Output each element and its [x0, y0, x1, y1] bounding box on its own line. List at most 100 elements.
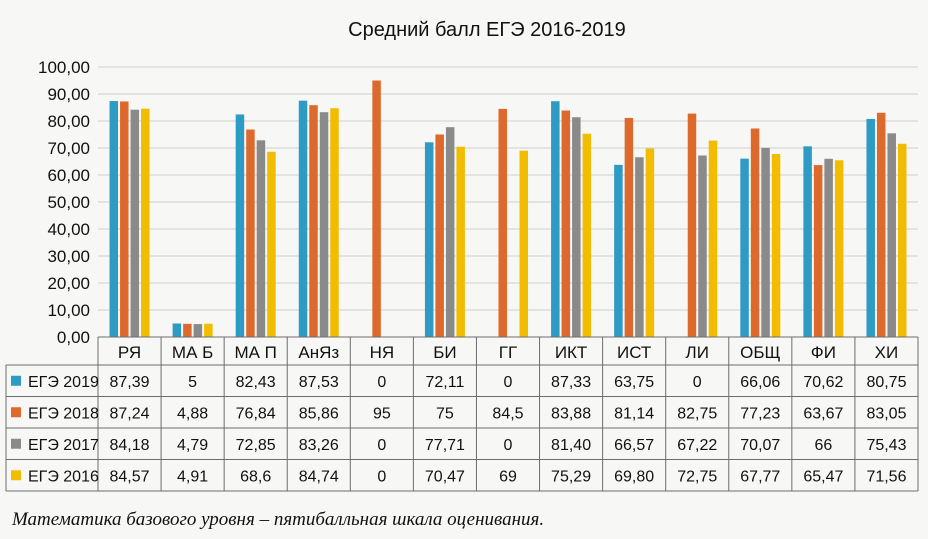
- data-label: 0: [693, 374, 702, 391]
- bar: [624, 117, 634, 337]
- bar: [582, 133, 592, 337]
- bar: [834, 160, 844, 337]
- bar: [614, 164, 623, 337]
- bar: [319, 112, 329, 337]
- bar: [372, 80, 381, 337]
- data-label: 0: [377, 374, 386, 391]
- bar: [256, 140, 266, 337]
- bar: [561, 110, 571, 337]
- data-label: 5: [188, 374, 197, 391]
- category-label: МА П: [234, 343, 276, 362]
- category-label: МА Б: [172, 343, 213, 362]
- bar: [172, 323, 182, 337]
- bar: [330, 108, 339, 338]
- data-label: 66,57: [614, 437, 654, 454]
- bar: [519, 150, 528, 337]
- bar: [687, 113, 697, 337]
- bar: [267, 151, 276, 337]
- y-tick-label: 50,00: [47, 193, 90, 212]
- data-label: 69,80: [614, 468, 654, 485]
- data-label: 81,40: [551, 437, 591, 454]
- bar: [771, 154, 781, 337]
- data-label: 0: [377, 468, 386, 485]
- data-label: 71,56: [866, 468, 906, 485]
- category-label: ИКТ: [555, 343, 588, 362]
- data-label: 63,75: [614, 374, 654, 391]
- bar: [761, 147, 770, 337]
- data-label: 81,14: [614, 405, 654, 422]
- legend-swatch: [11, 375, 21, 386]
- legend-swatch: [11, 407, 21, 418]
- bar: [456, 146, 465, 337]
- data-label: 77,71: [425, 437, 465, 454]
- y-tick-label: 70,00: [47, 139, 90, 158]
- bars: [109, 80, 907, 338]
- bar: [445, 127, 455, 337]
- data-label: 76,84: [236, 405, 276, 422]
- bar: [109, 101, 119, 337]
- y-tick-label: 60,00: [47, 166, 90, 185]
- data-label: 72,75: [677, 468, 717, 485]
- category-label: ФИ: [811, 343, 836, 362]
- data-table: РЯ МА Б МА П АнЯз НЯ БИ ГГ ИКТ ИСТ ЛИ ОБЩ ФИ ХИ ЕГЭ 2…: [5, 336, 919, 492]
- y-axis-ticks: 0,00 10,00 20,00 30,00 40,00 50,00 60,00 70,00 8…: [38, 58, 90, 347]
- bar: [130, 109, 140, 338]
- legend-entry: ЕГЭ 2018: [28, 405, 99, 422]
- bar: [246, 129, 255, 337]
- caption: Математика базового уровня – пятибалльна…: [12, 509, 545, 530]
- bar: [866, 118, 875, 337]
- bar: [740, 158, 749, 337]
- data-label: 84,74: [299, 468, 339, 485]
- data-label: 67,77: [740, 468, 780, 485]
- data-label: 63,67: [803, 405, 843, 422]
- legend-entry: ЕГЭ 2016: [28, 468, 99, 485]
- data-label: 0: [504, 437, 513, 454]
- bar: [645, 148, 655, 337]
- data-label: 87,39: [110, 374, 150, 391]
- bar: [204, 323, 213, 337]
- data-label: 66,06: [740, 374, 780, 391]
- y-tick-label: 40,00: [47, 220, 90, 239]
- category-label: ХИ: [875, 343, 899, 362]
- bar: [183, 323, 192, 337]
- bar: [193, 324, 203, 337]
- bar: [635, 157, 644, 337]
- data-label: 65,47: [803, 468, 843, 485]
- category-label: ОБЩ: [740, 343, 780, 362]
- category-label: ЛИ: [686, 343, 709, 362]
- category-label: ГГ: [499, 343, 517, 362]
- bar: [803, 146, 812, 337]
- data-label: 4,88: [177, 405, 208, 422]
- data-label: 4,79: [177, 437, 208, 454]
- data-label: 66: [814, 437, 832, 454]
- data-label: 84,18: [110, 437, 150, 454]
- data-label: 83,26: [299, 437, 339, 454]
- bar: [824, 158, 833, 337]
- data-label: 95: [373, 405, 391, 422]
- bar: [551, 101, 560, 337]
- data-label: 80,75: [866, 374, 906, 391]
- data-label: 83,88: [551, 405, 591, 422]
- chart: Средний балл ЕГЭ 2016-2019 0,00 10,00 20,0…: [5, 19, 919, 492]
- bar: [572, 117, 581, 337]
- bar: [298, 100, 308, 337]
- bar: [876, 112, 886, 337]
- category-label: ИСТ: [617, 343, 651, 362]
- bar: [708, 140, 718, 337]
- y-tick-label: 0,00: [57, 328, 90, 347]
- y-tick-label: 20,00: [47, 274, 90, 293]
- data-label: 84,5: [492, 405, 523, 422]
- data-label: 67,22: [677, 437, 717, 454]
- data-label: 82,75: [677, 405, 717, 422]
- bar: [120, 101, 129, 338]
- y-tick-label: 80,00: [47, 112, 90, 131]
- category-label: АнЯз: [298, 343, 339, 362]
- chart-title: Средний балл ЕГЭ 2016-2019: [348, 19, 626, 41]
- bar: [750, 128, 760, 337]
- data-label: 4,91: [177, 468, 208, 485]
- data-label: 0: [504, 374, 513, 391]
- data-label: 0: [377, 437, 386, 454]
- data-label: 87,24: [110, 405, 150, 422]
- y-tick-label: 90,00: [47, 85, 90, 104]
- grid-lines: [98, 66, 918, 338]
